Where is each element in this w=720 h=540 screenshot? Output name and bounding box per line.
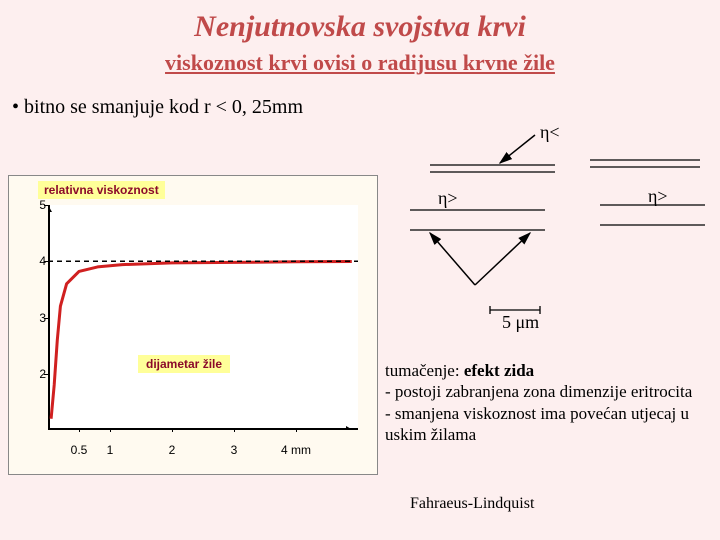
eta-greater-right-label: η>	[648, 186, 668, 207]
eta-greater-left-label: η>	[438, 188, 458, 209]
xtick-label: 2	[169, 443, 176, 457]
eta-less-label: η<	[540, 122, 560, 143]
footer-text: Fahraeus-Lindquist	[410, 495, 534, 513]
xtick-label: 3	[231, 443, 238, 457]
bullet-text: bitno se smanjuje kod r < 0, 25mm	[24, 96, 303, 118]
chart-ylabel: relativna viskoznost	[38, 181, 165, 199]
page-subtitle: viskoznost krvi ovisi o radijusu krvne ž…	[0, 50, 720, 76]
xtick-label: 4 mm	[281, 443, 311, 457]
xtick-label: 0.5	[71, 443, 88, 457]
flow-diagram: η< η> η> 5 μm	[390, 130, 710, 330]
chart-curve	[48, 205, 358, 430]
flow-diagram-svg	[390, 130, 710, 330]
explanation-block: tumačenje: efekt zida - postoji zabranje…	[385, 360, 705, 445]
xtick-label: 1	[107, 443, 114, 457]
explain-bold: efekt zida	[464, 361, 534, 380]
explain-line3: - smanjena viskoznost ima povećan utjeca…	[385, 404, 689, 444]
explain-label: tumačenje:	[385, 361, 464, 380]
viscosity-chart: relativna viskoznost dijametar žile 2345…	[8, 175, 378, 475]
chart-xlabel: dijametar žile	[138, 355, 230, 373]
bullet-point: • bitno se smanjuje kod r < 0, 25mm	[12, 96, 720, 119]
scale-label: 5 μm	[502, 312, 539, 333]
page-title: Nenjutnovska svojstva krvi	[0, 0, 720, 44]
explain-line2: - postoji zabranjena zona dimenzije erit…	[385, 382, 692, 401]
